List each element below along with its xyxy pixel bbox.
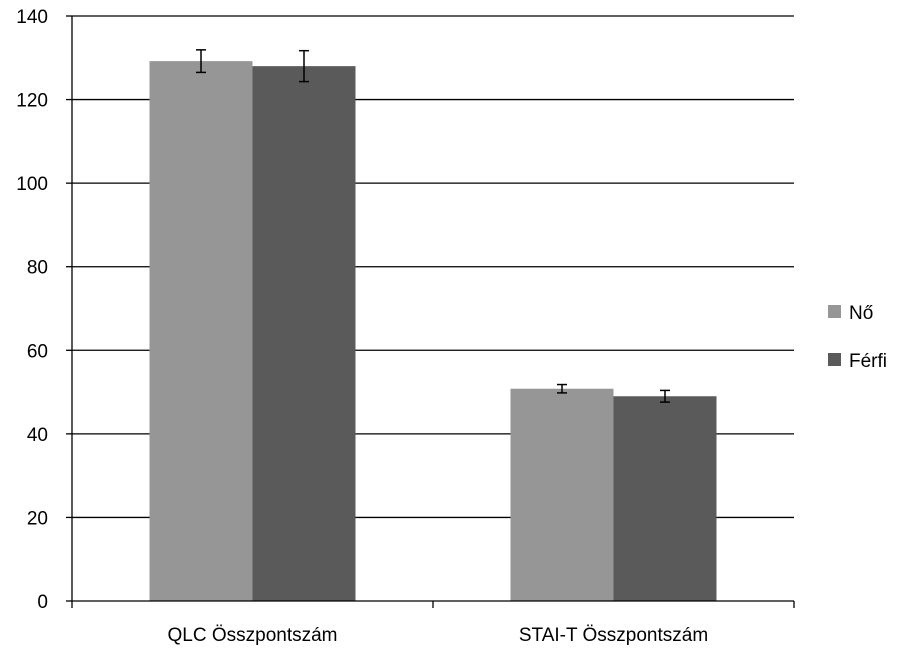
y-tick-label: 40: [27, 425, 48, 446]
bars: [149, 61, 717, 602]
y-tick-label: 120: [16, 91, 48, 112]
category-label: QLC Összpontszám: [168, 625, 338, 646]
legend-swatch: [828, 353, 841, 366]
y-tick-label: 80: [27, 258, 48, 279]
legend-label: Férfi: [849, 351, 887, 372]
bar: [510, 388, 614, 601]
y-tick-label: 60: [27, 341, 48, 362]
y-tick-label: 100: [16, 174, 48, 195]
bar: [613, 396, 717, 601]
axis-labels: 0 20 40 60 80 100 120 140 QLC Összpontszám STAI-T…: [16, 7, 708, 646]
category-label: STAI-T Összpontszám: [519, 625, 708, 646]
bar: [149, 61, 253, 602]
bar: [252, 66, 356, 601]
legend-swatch: [828, 305, 841, 318]
y-tick-label: 0: [37, 592, 48, 613]
axes: [66, 15, 795, 608]
y-tick-label: 140: [16, 7, 48, 28]
y-tick-label: 20: [27, 508, 48, 529]
error-bars: [196, 49, 670, 403]
legend: Nő Férfi: [828, 303, 887, 372]
legend-label: Nő: [849, 303, 873, 324]
